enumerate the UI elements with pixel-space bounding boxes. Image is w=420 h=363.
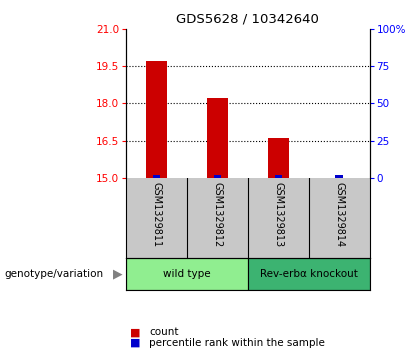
Bar <box>275 175 282 178</box>
Bar <box>153 175 160 178</box>
Bar <box>248 258 370 290</box>
Text: GSM1329812: GSM1329812 <box>213 182 222 247</box>
Text: Rev-erbα knockout: Rev-erbα knockout <box>260 269 358 279</box>
Text: GSM1329813: GSM1329813 <box>273 182 283 247</box>
Text: count: count <box>149 327 178 337</box>
Text: percentile rank within the sample: percentile rank within the sample <box>149 338 325 348</box>
Text: ■: ■ <box>130 327 141 337</box>
Text: ▶: ▶ <box>113 268 123 281</box>
Bar <box>336 175 343 178</box>
Text: wild type: wild type <box>163 269 211 279</box>
Bar <box>214 175 221 178</box>
Bar <box>207 98 228 178</box>
Text: GSM1329814: GSM1329814 <box>334 182 344 247</box>
Bar <box>126 258 248 290</box>
Text: GSM1329811: GSM1329811 <box>152 182 161 247</box>
Bar <box>146 61 167 178</box>
Text: ■: ■ <box>130 338 141 348</box>
Title: GDS5628 / 10342640: GDS5628 / 10342640 <box>176 12 319 25</box>
Bar <box>268 138 289 178</box>
Text: genotype/variation: genotype/variation <box>4 269 103 279</box>
